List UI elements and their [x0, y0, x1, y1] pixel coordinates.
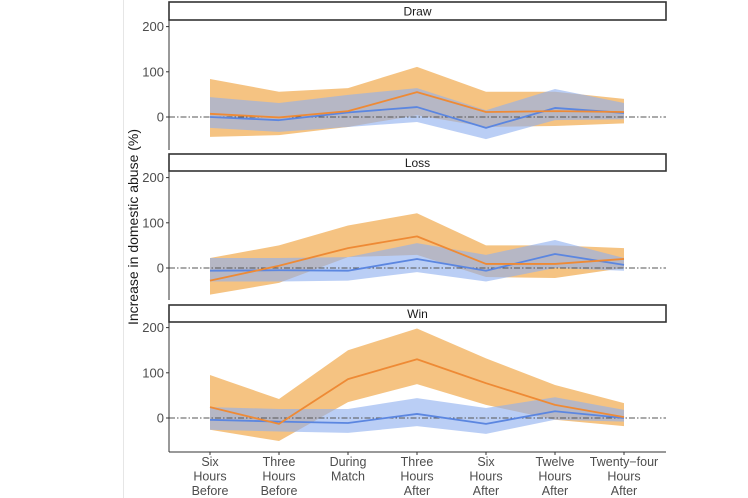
x-tick-label-line: After [542, 484, 568, 498]
x-tick-label: During Match [330, 455, 367, 484]
panel-strip [168, 153, 667, 172]
y-tick-label: 200 [142, 320, 164, 335]
panel-strip-label: Loss [405, 156, 430, 170]
y-tick-label: 200 [142, 19, 164, 34]
x-tick-label-line: After [611, 484, 637, 498]
x-tick-label-line: Hours [538, 470, 571, 484]
panel-strip [168, 304, 667, 323]
confidence-band-blue [210, 397, 624, 434]
x-tick-label-line: Six [201, 455, 219, 469]
separator-line [123, 0, 124, 498]
panel-draw: Draw 0 100 200 [142, 1, 667, 150]
x-tick-label-line: Before [192, 484, 229, 498]
y-tick-label: 100 [142, 64, 164, 79]
x-tick-label: Twenty−four Hours After [590, 455, 658, 498]
x-tick-label-line: Six [477, 455, 495, 469]
y-tick-label: 0 [157, 411, 164, 426]
x-tick-label-line: During [330, 455, 367, 469]
y-tick-label: 200 [142, 170, 164, 185]
y-tick-label: 0 [157, 110, 164, 125]
x-tick-label-line: Hours [607, 470, 640, 484]
x-tick-label-line: Three [263, 455, 296, 469]
y-axis-title: Increase in domestic abuse (%) [125, 129, 141, 325]
x-tick-label: Twelve Hours After [536, 455, 575, 498]
x-tick-label-line: Three [401, 455, 434, 469]
x-tick-label-line: Hours [193, 470, 226, 484]
x-tick-label-line: Twelve [536, 455, 575, 469]
x-tick-label-line: Match [331, 470, 365, 484]
x-tick-label-line: Hours [400, 470, 433, 484]
y-tick-label: 100 [142, 365, 164, 380]
x-tick-label-line: Hours [469, 470, 502, 484]
x-tick-label-line: Hours [262, 470, 295, 484]
x-tick-label: Three Hours Before [261, 455, 298, 498]
x-tick-label: Six Hours After [469, 455, 502, 498]
x-tick-label-line: After [404, 484, 430, 498]
x-tick-label: Three Hours After [400, 455, 433, 498]
y-tick-label: 0 [157, 261, 164, 276]
panel-strip-label: Draw [403, 5, 431, 19]
panel-loss: Loss 0 100 200 [142, 153, 667, 300]
x-tick-label-line: Before [261, 484, 298, 498]
y-tick-label: 100 [142, 215, 164, 230]
confidence-band-blue [210, 88, 624, 140]
x-tick-label-line: After [473, 484, 499, 498]
panel-strip-label: Win [407, 307, 428, 321]
x-tick-label-line: Twenty−four [590, 455, 658, 469]
panel-strip [168, 1, 667, 21]
x-tick-label: Six Hours Before [192, 455, 229, 498]
blank-margin [0, 0, 123, 498]
